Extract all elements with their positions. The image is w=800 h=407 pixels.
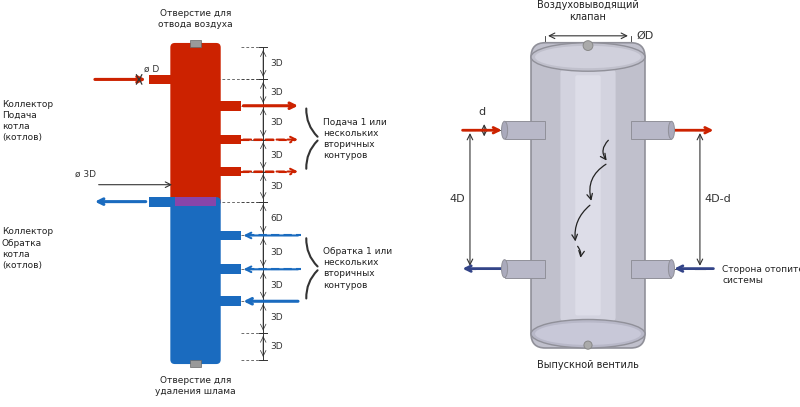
Bar [216,166,241,176]
Text: 3D: 3D [270,59,282,68]
Text: Подача 1 или
нескольких
вторичных
контуров: Подача 1 или нескольких вторичных контур… [323,118,387,160]
Bar [630,260,671,278]
Bar [216,101,241,111]
Ellipse shape [668,260,674,278]
Text: Коллектор
Подача
котла
(котлов): Коллектор Подача котла (котлов) [2,100,53,142]
FancyBboxPatch shape [531,43,645,348]
Text: ø D: ø D [144,65,159,74]
Text: 3D: 3D [270,248,282,257]
Bar [505,260,546,278]
Text: Обратка 1 или
нескольких
вторичных
контуров: Обратка 1 или нескольких вторичных конту… [323,247,393,289]
Ellipse shape [502,121,508,139]
Bar [190,40,201,48]
Bar [216,265,241,274]
Bar [505,121,546,139]
Circle shape [583,41,593,50]
Text: Сторона отопительной
системы: Сторона отопительной системы [722,265,800,284]
Ellipse shape [535,322,641,345]
Text: 3D: 3D [270,281,282,290]
FancyBboxPatch shape [170,197,221,364]
Ellipse shape [531,43,645,71]
Text: Воздуховыводящий
клапан: Воздуховыводящий клапан [537,0,639,22]
Text: Отверстие для
отвода воздуха: Отверстие для отвода воздуха [158,9,233,28]
Bar [216,231,241,241]
Text: 4D-d: 4D-d [705,195,731,204]
Circle shape [584,341,592,349]
Text: ø 3D: ø 3D [75,170,96,179]
Text: 3D: 3D [270,313,282,322]
Text: 6D: 6D [270,214,282,223]
Text: Коллектор
Обратка
котла
(котлов): Коллектор Обратка котла (котлов) [2,228,53,270]
Text: ØD: ØD [637,31,654,41]
Ellipse shape [668,121,674,139]
FancyBboxPatch shape [575,75,601,315]
Bar [190,359,201,367]
Bar [149,74,175,84]
Text: 4D: 4D [450,195,465,204]
Text: 3D: 3D [270,88,282,97]
Text: 3D: 3D [270,151,282,160]
Text: 3D: 3D [270,182,282,191]
Text: Выпускной вентиль: Выпускной вентиль [537,360,639,370]
Text: d: d [478,107,486,117]
Bar [216,296,241,306]
Text: 3D: 3D [270,118,282,127]
Ellipse shape [535,46,641,68]
Bar [216,135,241,144]
Text: Отверстие для
удаления шлама: Отверстие для удаления шлама [155,376,236,396]
Ellipse shape [531,319,645,348]
Bar [149,197,175,206]
FancyBboxPatch shape [170,43,221,206]
Bar [630,121,671,139]
Bar [175,197,216,206]
Text: 3D: 3D [270,342,282,351]
Ellipse shape [502,260,508,278]
FancyBboxPatch shape [561,69,615,322]
